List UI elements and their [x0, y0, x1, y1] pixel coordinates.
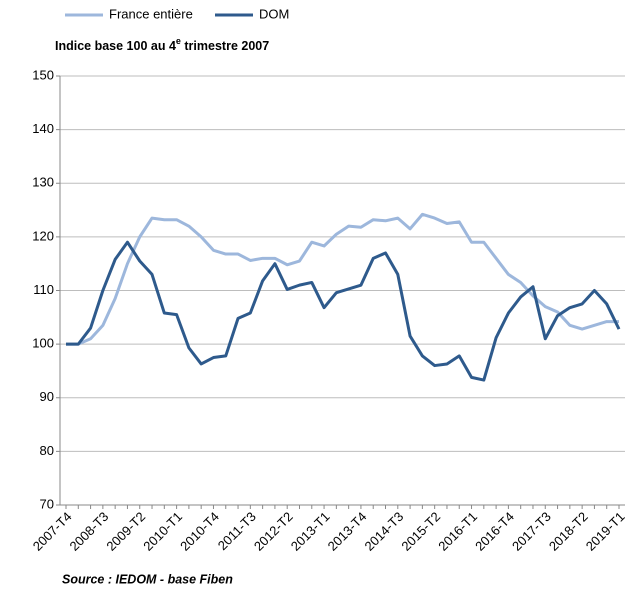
y-tick-label: 130	[32, 175, 54, 190]
x-tick-label: 2012-T2	[251, 509, 296, 554]
x-tick-label: 2010-T4	[177, 509, 222, 554]
y-tick-label: 120	[32, 228, 54, 243]
x-tick-label: 2019-T1	[583, 509, 628, 554]
subtitle-text: trimestre 2007	[181, 39, 269, 53]
x-tick-label: 2013-T4	[325, 509, 370, 554]
y-tick-label: 150	[32, 67, 54, 82]
y-tick-label: 100	[32, 336, 54, 351]
subtitle-text: Indice base 100 au 4	[55, 39, 176, 53]
subtitle: Indice base 100 au 4e trimestre 2007	[55, 36, 269, 53]
x-tick-label: 2016-T1	[435, 509, 480, 554]
x-tick-label: 2009-T2	[103, 509, 148, 554]
y-tick-label: 110	[33, 282, 54, 297]
y-tick-label: 80	[40, 443, 54, 458]
series-line	[66, 240, 621, 382]
x-tick-label: 2014-T3	[362, 509, 407, 554]
x-tick-label: 2015-T2	[398, 509, 443, 554]
x-tick-label: 2013-T1	[288, 509, 333, 554]
x-tick-label: 2016-T4	[472, 509, 517, 554]
x-tick-label: 2018-T2	[546, 509, 591, 554]
y-tick-label: 70	[40, 496, 54, 511]
x-tick-label: 2007-T4	[30, 509, 75, 554]
x-tick-label: 2017-T3	[509, 509, 554, 554]
legend-label: DOM	[259, 6, 289, 21]
x-tick-label: 2008-T3	[67, 509, 112, 554]
x-tick-label: 2010-T1	[140, 509, 185, 554]
y-tick-label: 140	[32, 121, 54, 136]
subtitle-sup: e	[176, 36, 181, 46]
legend-label: France entière	[109, 6, 193, 21]
y-tick-label: 90	[40, 389, 54, 404]
x-tick-label: 2011-T3	[215, 509, 259, 553]
source: Source : IEDOM - base Fiben	[62, 572, 233, 586]
series-line	[66, 212, 619, 346]
